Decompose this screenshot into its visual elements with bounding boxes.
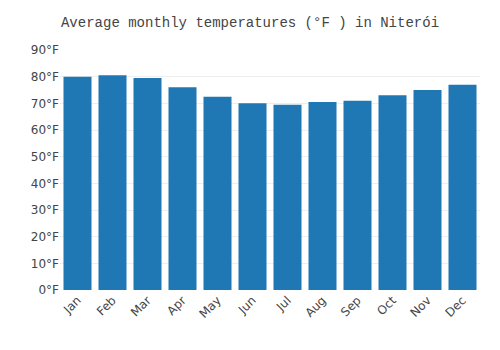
svg-text:Jan: Jan	[60, 293, 84, 317]
svg-text:70°F: 70°F	[31, 97, 59, 111]
svg-text:60°F: 60°F	[31, 123, 59, 137]
svg-text:Nov: Nov	[407, 293, 433, 319]
svg-text:Mar: Mar	[128, 293, 154, 319]
svg-text:Apr: Apr	[164, 293, 189, 318]
svg-text:Oct: Oct	[374, 293, 399, 318]
svg-text:20°F: 20°F	[31, 230, 59, 244]
svg-text:Jun: Jun	[235, 293, 259, 317]
svg-text:Feb: Feb	[94, 293, 119, 318]
svg-text:40°F: 40°F	[31, 177, 59, 191]
svg-text:0°F: 0°F	[38, 283, 59, 297]
svg-text:10°F: 10°F	[31, 257, 59, 271]
svg-text:Jul: Jul	[273, 293, 294, 314]
svg-text:30°F: 30°F	[31, 203, 59, 217]
svg-text:80°F: 80°F	[31, 70, 59, 84]
svg-text:Dec: Dec	[443, 293, 469, 319]
svg-text:Average monthly temperatures (: Average monthly temperatures (°F ) in Ni…	[61, 15, 439, 31]
svg-text:May: May	[196, 293, 223, 320]
svg-text:Sep: Sep	[338, 293, 364, 319]
svg-text:90°F: 90°F	[31, 43, 59, 57]
svg-text:50°F: 50°F	[31, 150, 59, 164]
svg-text:Aug: Aug	[302, 293, 328, 319]
